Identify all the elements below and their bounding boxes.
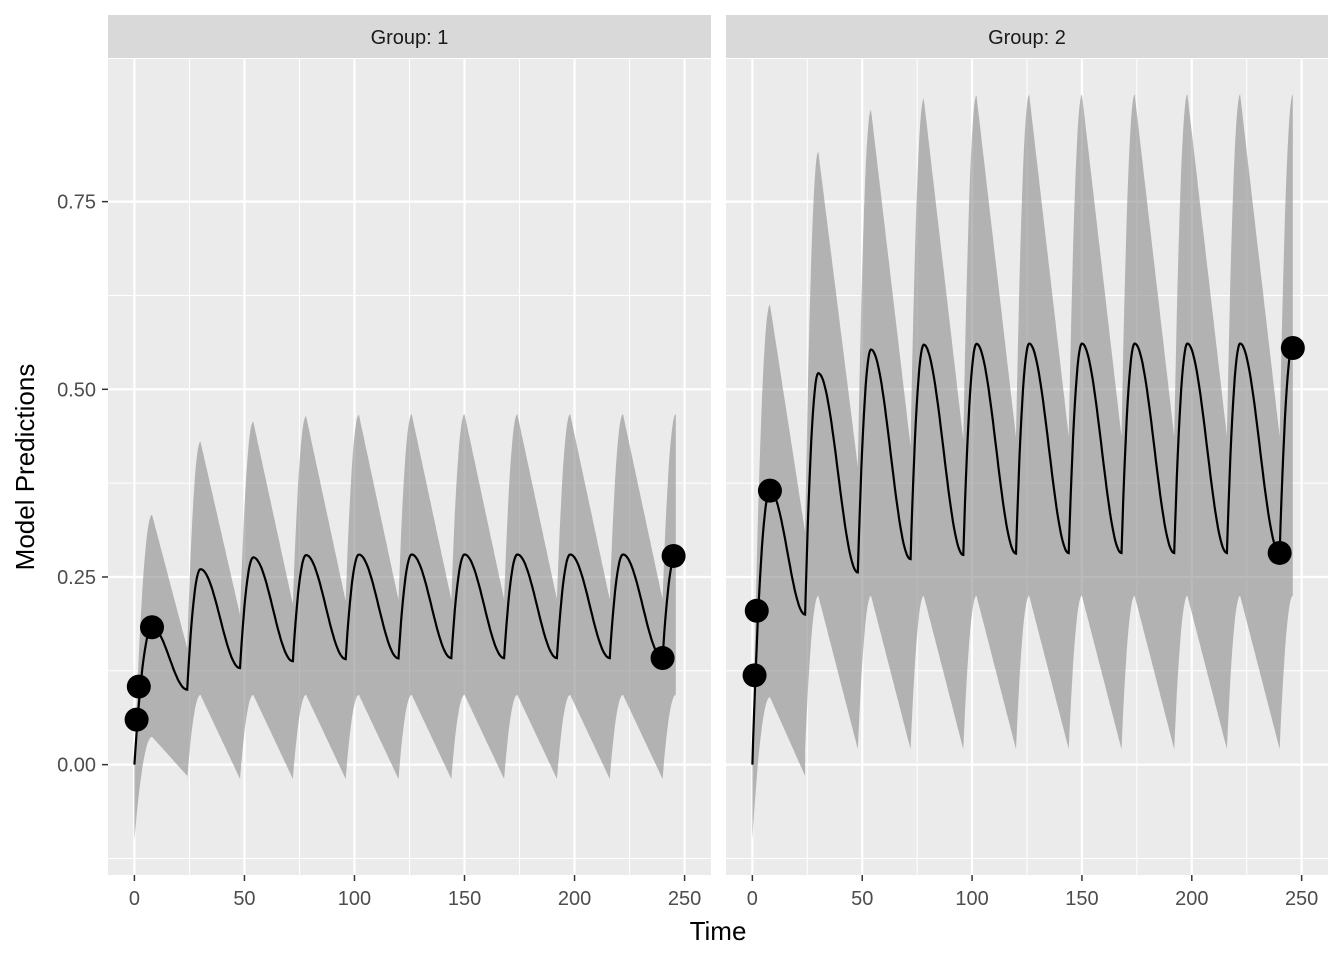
panel-1-strip [108,15,711,58]
x-tick-label: 150 [448,888,481,910]
panel-2: Group: 2 0 50 100 150 200 250 [726,15,1328,910]
x-axis-title: Time [690,916,747,946]
panel-2-median-line [751,342,1294,765]
y-tick-label: 0.00 [57,755,96,777]
y-axis: 0.00 0.25 0.50 0.75 [57,192,108,777]
panel-2-observed-points [742,336,1305,688]
observed-point [126,674,151,699]
y-tick-label: 0.50 [57,379,96,401]
panel-1-prediction-band [134,414,676,840]
panel-1: Group: 1 0 50 100 150 200 250 [108,15,711,910]
x-tick-label: 50 [851,888,873,910]
x-tick-label: 50 [233,888,255,910]
median-prediction-line [751,342,1294,765]
observed-point [140,615,165,640]
panel-2-strip [726,15,1328,58]
observed-point [742,663,767,688]
observed-point [650,646,675,671]
x-tick-label: 0 [129,888,140,910]
y-axis-title: Model Predictions [10,364,40,571]
panel-1-median-line [133,553,677,765]
x-tick-label: 150 [1065,888,1098,910]
panel-2-prediction-band [752,94,1293,840]
x-tick-label: 200 [1175,888,1208,910]
prediction-interval-band [134,414,676,840]
observed-point [757,478,782,503]
observed-point [124,707,149,732]
panel-2-strip-label: Group: 2 [988,27,1066,49]
panel-1-strip-label: Group: 1 [371,27,449,49]
x-tick-label: 100 [955,888,988,910]
observed-point [1267,540,1292,565]
panel-1-x-axis: 0 50 100 150 200 250 [129,875,701,910]
y-tick-label: 0.75 [57,192,96,214]
x-tick-label: 250 [1285,888,1318,910]
panel-2-x-axis: 0 50 100 150 200 250 [747,875,1318,910]
prediction-interval-band [752,94,1293,840]
x-tick-label: 200 [558,888,591,910]
x-tick-label: 100 [338,888,371,910]
x-tick-label: 250 [668,888,701,910]
x-tick-label: 0 [747,888,758,910]
y-tick-label: 0.25 [57,567,96,589]
median-prediction-line [133,553,677,765]
observed-point [744,598,769,623]
observed-point [1280,336,1305,361]
observed-point [661,543,686,568]
panel-1-observed-points [124,543,686,732]
